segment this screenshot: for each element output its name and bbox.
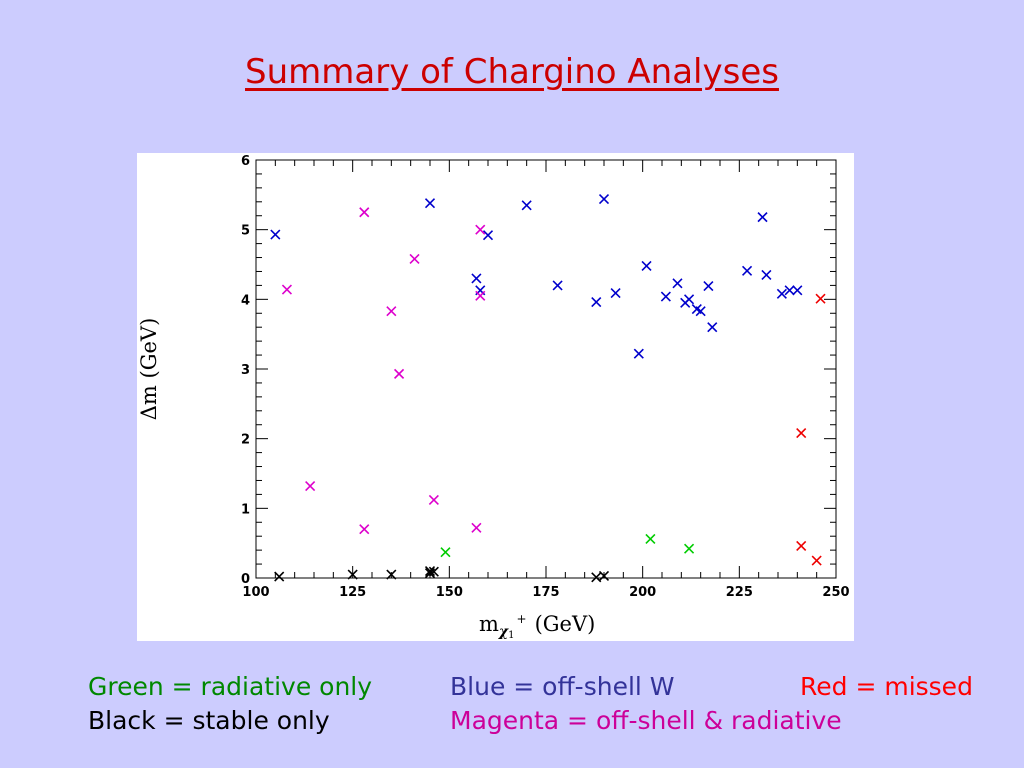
marker-blue <box>270 229 281 240</box>
marker-red <box>796 540 807 552</box>
marker-magenta <box>409 253 420 264</box>
marker-red <box>811 555 822 566</box>
y-tick-label: 0 <box>241 572 250 587</box>
marker-blue <box>742 265 753 276</box>
marker-black <box>386 569 397 580</box>
marker-magenta <box>386 306 397 317</box>
marker-magenta <box>428 494 439 506</box>
marker-black <box>347 569 358 580</box>
legend-red-text: Red = missed <box>800 672 973 701</box>
marker-magenta <box>475 224 486 235</box>
marker-blue <box>695 306 706 317</box>
legend-green-text: Green = radiative only <box>88 672 373 701</box>
plot-frame <box>255 159 837 579</box>
scatter-plot-panel: 0 1 2 3 4 5 6 100 125 150 175 200 225 250 Δm (GeV) m… <box>137 153 854 641</box>
x-axis-label-chi: χ <box>498 624 509 640</box>
y-tick-label: 4 <box>241 293 250 308</box>
marker-red <box>796 428 807 439</box>
marker-magenta <box>471 522 482 533</box>
marker-blue <box>757 212 768 223</box>
x-tick-label: 100 <box>242 585 269 600</box>
marker-blue <box>521 200 532 211</box>
y-tick-label: 1 <box>241 502 250 517</box>
x-axis-label-chi-index: 1 <box>508 630 514 641</box>
legend-blue-text: Blue = off-shell W <box>450 672 675 701</box>
marker-green <box>684 543 695 554</box>
marker-black <box>424 568 436 579</box>
legend-magenta: Magenta = off-shell & radiative <box>450 706 842 735</box>
scatter-chart: 0 1 2 3 4 5 6 100 125 150 175 200 225 250 Δm (GeV) m… <box>137 154 850 641</box>
marker-blue <box>784 285 795 296</box>
x-tick-label: 225 <box>726 585 753 600</box>
x-axis-label-plus: + <box>517 612 527 626</box>
y-axis-label: Δm (GeV) <box>137 318 161 421</box>
marker-blue <box>482 230 494 241</box>
marker-blue <box>424 198 436 209</box>
x-tick-label: 175 <box>532 585 559 600</box>
marker-black <box>424 565 436 577</box>
legend-blue: Blue = off-shell W <box>450 672 675 701</box>
x-axis-label: mχ1+ (GeV) <box>479 612 595 641</box>
y-tick-labels: 0 1 2 3 4 5 6 <box>241 154 250 587</box>
marker-black <box>591 572 602 583</box>
marker-blue <box>707 322 718 333</box>
legend-magenta-text: Magenta = off-shell & radiative <box>450 706 842 735</box>
marker-blue <box>591 297 602 308</box>
x-tick-label: 150 <box>436 585 463 600</box>
marker-blue <box>598 193 610 205</box>
marker-magenta <box>359 207 370 218</box>
y-tick-label: 2 <box>241 433 250 448</box>
x-axis-label-unit: (GeV) <box>535 612 596 636</box>
legend-green: Green = radiative only <box>88 672 372 701</box>
marker-magenta <box>394 368 405 379</box>
marker-blue <box>672 278 683 289</box>
marker-blue <box>684 294 695 305</box>
marker-magenta <box>475 290 486 301</box>
y-tick-label: 6 <box>241 154 250 169</box>
x-axis-label-m: m <box>479 612 499 636</box>
marker-blue <box>610 287 621 299</box>
slide-title: Summary of Chargino Analyses <box>245 52 779 92</box>
marker-blue <box>703 281 714 292</box>
marker-blue <box>660 291 671 302</box>
marker-blue <box>776 288 787 299</box>
marker-blue <box>552 280 563 291</box>
legend-black-text: Black = stable only <box>88 706 330 735</box>
marker-blue <box>641 260 652 271</box>
legend-red: Red = missed <box>800 672 973 701</box>
marker-green <box>440 547 451 558</box>
marker-red <box>815 293 826 304</box>
marker-black <box>598 570 610 581</box>
marker-blue <box>761 269 772 281</box>
marker-magenta <box>359 524 370 535</box>
y-tick-label: 5 <box>241 224 250 239</box>
marker-magenta <box>281 284 292 295</box>
legend-black: Black = stable only <box>88 706 330 735</box>
x-tick-label: 250 <box>822 585 849 600</box>
marker-green <box>645 533 656 545</box>
marker-black <box>274 571 285 582</box>
x-tick-label: 125 <box>339 585 366 600</box>
data-markers <box>270 193 826 583</box>
marker-magenta <box>305 480 316 492</box>
y-tick-label: 3 <box>241 363 250 378</box>
marker-blue <box>633 348 644 359</box>
marker-blue <box>471 273 482 284</box>
x-tick-labels: 100 125 150 175 200 225 250 <box>242 585 849 600</box>
marker-blue <box>792 285 803 296</box>
x-tick-label: 200 <box>629 585 656 600</box>
axis-ticks <box>255 159 837 579</box>
